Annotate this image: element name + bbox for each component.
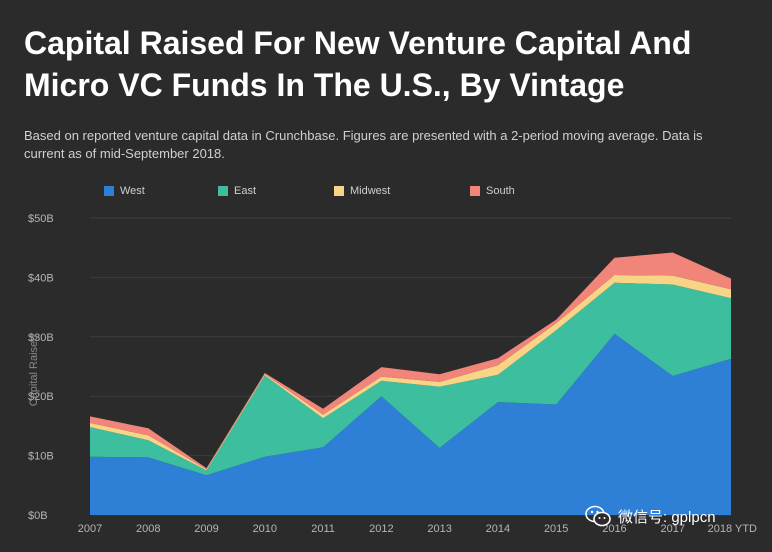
legend-swatch-south <box>470 186 480 196</box>
x-tick-label: 2018 YTD <box>708 523 757 535</box>
legend-label-west: West <box>120 185 145 197</box>
watermark-text: 微信号: gplpcn <box>618 508 716 526</box>
y-tick-label: $0B <box>28 510 48 522</box>
area-east <box>90 282 731 476</box>
x-tick-label: 2015 <box>544 523 568 535</box>
legend-item-south: South <box>470 183 515 199</box>
legend-label-midwest: Midwest <box>350 185 391 197</box>
legend-item-east: East <box>218 183 256 199</box>
x-tick-label: 2007 <box>78 523 102 535</box>
x-tick-label: 2011 <box>311 523 335 535</box>
legend-item-west: West <box>104 183 145 199</box>
area-west <box>90 333 731 515</box>
x-tick-label: 2010 <box>253 523 277 535</box>
y-axis-label: Capital Raised <box>28 335 40 407</box>
x-tick-label: 2017 <box>660 523 684 535</box>
chart-legend: West East Midwest South <box>104 183 704 199</box>
legend-label-east: East <box>234 185 257 197</box>
y-tick-label: $10B <box>28 451 54 463</box>
y-tick-label: $30B <box>28 332 54 344</box>
chart-subtitle: Based on reported venture capital data i… <box>24 128 703 161</box>
y-tick-label: $20B <box>28 391 54 403</box>
legend-swatch-midwest <box>334 186 344 196</box>
legend-swatch-east <box>218 186 228 196</box>
legend-label-south: South <box>486 185 515 197</box>
x-tick-label: 2008 <box>136 523 160 535</box>
chart-title: Capital Raised For New Venture Capital A… <box>24 25 692 103</box>
x-tick-label: 2013 <box>427 523 451 535</box>
legend-item-midwest: Midwest <box>334 183 390 199</box>
area-south <box>90 252 731 470</box>
y-tick-label: $40B <box>28 272 54 284</box>
y-tick-label: $50B <box>28 213 54 225</box>
wechat-icon <box>585 505 611 527</box>
x-tick-label: 2012 <box>369 523 393 535</box>
legend-swatch-west <box>104 186 114 196</box>
wechat-watermark: 微信号: gplpcn <box>584 502 716 530</box>
x-tick-label: 2009 <box>194 523 218 535</box>
x-tick-label: 2016 <box>602 523 626 535</box>
x-tick-label: 2014 <box>486 523 510 535</box>
